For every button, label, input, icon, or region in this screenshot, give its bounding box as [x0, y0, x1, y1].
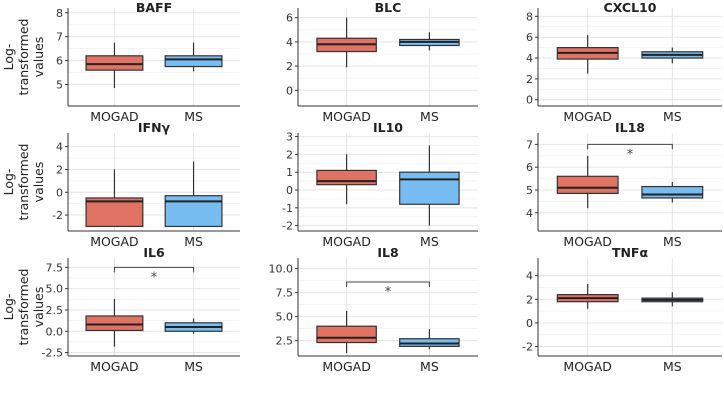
- x-tick-label: MS: [184, 109, 203, 124]
- y-tick-label: 5: [526, 184, 533, 197]
- x-tick-label: MS: [663, 109, 682, 124]
- y-tick-label: 7: [526, 138, 533, 151]
- y-tick-label: -2: [52, 209, 63, 222]
- panel-il8: 2.5 5.0 7.5 10.0 IL8 MOGAD MS *: [269, 245, 478, 374]
- x-tick-label: MS: [420, 109, 439, 124]
- y-tick-label: 4: [286, 36, 293, 49]
- box-ms: [641, 185, 704, 199]
- panel-ifnγ: -2 0 2 4 IFNγ MOGAD MS: [52, 120, 240, 249]
- x-tick-label: MS: [420, 234, 439, 249]
- y-tick-label: 5.0: [46, 283, 64, 296]
- x-tick-label: MS: [420, 359, 439, 374]
- y-tick-label: 10.0: [269, 263, 294, 276]
- significance-bracket: [113, 266, 195, 273]
- panel-title: BLC: [375, 0, 402, 15]
- y-tick-label: -2.5: [42, 347, 63, 360]
- y-tick-label: 2.5: [276, 335, 294, 348]
- panel-il18: 4 5 6 7 IL18 MOGAD MS *: [526, 120, 722, 249]
- y-tick-label: 2: [286, 60, 293, 73]
- panel-il10: -2 -1 0 1 2 3 IL10 MOGAD MS: [282, 120, 478, 249]
- x-tick-label: MOGAD: [563, 234, 612, 249]
- panel-cxcl10: 0 2 4 6 8 CXCL10 MOGAD MS: [526, 0, 722, 124]
- y-tick-label: 0: [56, 186, 63, 199]
- panel-title: IFNγ: [138, 120, 171, 135]
- panel-baff: 5 6 7 8 BAFF MOGAD MS: [56, 0, 240, 124]
- y-tick-label: 4: [526, 52, 533, 65]
- y-tick-label: 2: [56, 163, 63, 176]
- y-tick-label: 2: [526, 293, 533, 306]
- y-tick-label: 0: [526, 94, 533, 107]
- y-tick-label: 4: [526, 207, 533, 220]
- y-tick-label: 0.0: [46, 325, 64, 338]
- panel-title: IL8: [377, 245, 398, 260]
- box-ms: [164, 195, 223, 228]
- x-tick-label: MOGAD: [322, 234, 371, 249]
- y-tick-label: 7.5: [46, 261, 64, 274]
- y-tick-label: 7: [56, 31, 63, 44]
- y-tick-label: 2: [286, 148, 293, 161]
- x-tick-label: MOGAD: [90, 234, 139, 249]
- x-tick-label: MOGAD: [90, 359, 139, 374]
- x-tick-label: MS: [663, 359, 682, 374]
- x-tick-label: MS: [184, 359, 203, 374]
- y-tick-label: 3: [286, 131, 293, 144]
- significance-label: *: [385, 285, 392, 300]
- panel-tnfα: -2 0 2 4 TNFα MOGAD MS: [522, 245, 722, 374]
- y-tick-label: 4: [56, 141, 63, 154]
- y-tick-label: 8: [56, 7, 63, 20]
- x-tick-label: MS: [663, 234, 682, 249]
- y-tick-label: -2: [522, 341, 533, 354]
- panel-title: IL18: [615, 120, 645, 135]
- y-tick-label: 2: [526, 73, 533, 86]
- x-tick-label: MS: [184, 234, 203, 249]
- y-tick-label: 0: [526, 317, 533, 330]
- significance-label: *: [627, 147, 634, 162]
- significance-bracket: [587, 143, 673, 150]
- box-ms: [399, 171, 460, 205]
- box-mogad: [316, 169, 377, 186]
- y-tick-label: 6: [56, 55, 63, 68]
- y-tick-label: 4: [526, 270, 533, 283]
- box-mogad: [85, 197, 144, 228]
- y-tick-label: 0: [286, 84, 293, 97]
- y-tick-label: 2.5: [46, 304, 64, 317]
- y-tick-label: 0: [286, 184, 293, 197]
- x-tick-label: MOGAD: [90, 109, 139, 124]
- x-tick-label: MOGAD: [563, 109, 612, 124]
- panel-title: IL10: [373, 120, 403, 135]
- y-tick-label: -2: [282, 220, 293, 233]
- y-tick-label: 5.0: [276, 311, 294, 324]
- panel-il6: -2.5 0.0 2.5 5.0 7.5 IL6 MOGAD MS *: [42, 245, 240, 374]
- y-tick-label: -1: [282, 202, 293, 215]
- y-tick-label: 5: [56, 78, 63, 91]
- x-tick-label: MOGAD: [322, 109, 371, 124]
- y-tick-label: 6: [286, 12, 293, 25]
- y-tick-label: 6: [526, 31, 533, 44]
- significance-bracket: [346, 281, 430, 288]
- box-mogad: [85, 55, 144, 71]
- box-ms: [164, 55, 223, 68]
- y-tick-label: 1: [286, 166, 293, 179]
- panel-title: CXCL10: [604, 0, 657, 15]
- box-mogad: [85, 315, 144, 332]
- x-tick-label: MOGAD: [322, 359, 371, 374]
- y-tick-label: 6: [526, 161, 533, 174]
- y-tick-label: 8: [526, 10, 533, 23]
- y-tick-label: 7.5: [276, 287, 294, 300]
- box-mogad: [556, 175, 619, 194]
- significance-label: *: [151, 270, 158, 285]
- panel-title: BAFF: [136, 0, 172, 15]
- box-mogad: [316, 325, 377, 344]
- panel-title: IL6: [143, 245, 165, 260]
- panel-blc: 0 2 4 6 BLC MOGAD MS: [286, 0, 478, 124]
- panel-title: TNFα: [612, 245, 649, 260]
- x-tick-label: MOGAD: [563, 359, 612, 374]
